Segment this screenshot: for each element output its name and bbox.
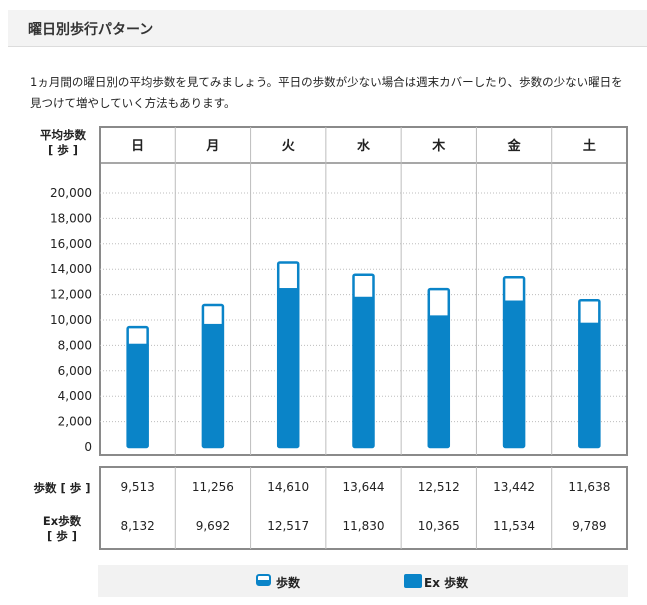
section-title: 曜日別歩行パターン bbox=[28, 22, 154, 38]
y-tick-label: 0 bbox=[84, 440, 92, 454]
section-header: 曜日別歩行パターン bbox=[8, 10, 647, 47]
y-tick-label: 8,000 bbox=[58, 338, 92, 352]
bar-ex-steps bbox=[126, 343, 149, 447]
y-tick-label: 2,000 bbox=[58, 415, 92, 429]
bar-ex-steps bbox=[201, 323, 224, 447]
ex-steps-row-label-line1: Ex歩数 bbox=[42, 514, 82, 528]
day-label: 月 bbox=[205, 139, 219, 154]
day-label: 日 bbox=[131, 139, 144, 154]
y-axis-unit-label: 平均歩数 [ 歩 ] bbox=[28, 128, 98, 158]
steps-cell: 12,512 bbox=[417, 480, 460, 494]
y-tick-label: 12,000 bbox=[50, 288, 92, 302]
ex-steps-row-label: Ex歩数 [ 歩 ] bbox=[28, 514, 96, 544]
bar-ex-steps bbox=[352, 296, 375, 447]
bar-ex-steps bbox=[503, 300, 526, 447]
legend-swatch-ex-steps bbox=[404, 574, 422, 588]
ex-steps-cell: 8,132 bbox=[120, 519, 155, 533]
legend-item-steps: 歩数 bbox=[256, 574, 300, 590]
y-tick-label: 20,000 bbox=[50, 186, 92, 200]
table-frame bbox=[99, 466, 628, 550]
ex-steps-row-label-line2: [ 歩 ] bbox=[46, 529, 78, 543]
y-tick-label: 10,000 bbox=[50, 313, 92, 327]
day-label: 土 bbox=[583, 138, 596, 154]
steps-cell: 11,638 bbox=[568, 480, 611, 494]
bar-ex-steps bbox=[427, 315, 450, 447]
steps-cell: 13,644 bbox=[342, 480, 385, 494]
ex-steps-cell: 9,692 bbox=[195, 519, 231, 533]
steps-cell: 13,442 bbox=[493, 480, 536, 494]
y-tick-label: 18,000 bbox=[50, 211, 92, 225]
bar-ex-steps bbox=[277, 288, 300, 447]
steps-cell: 9,513 bbox=[120, 480, 155, 494]
y-axis-unit-line2: [ 歩 ] bbox=[47, 143, 79, 157]
legend-label-ex-steps: Ex 歩数 bbox=[424, 575, 469, 590]
steps-cell: 14,610 bbox=[267, 480, 310, 494]
ex-steps-cell: 11,830 bbox=[342, 519, 385, 533]
ex-steps-cell: 11,534 bbox=[493, 519, 536, 533]
chart-legend: 歩数 Ex 歩数 bbox=[98, 565, 628, 597]
y-axis-unit-line1: 平均歩数 bbox=[40, 128, 86, 142]
y-tick-label: 14,000 bbox=[50, 262, 92, 276]
bar-ex-steps bbox=[578, 322, 601, 447]
steps-cell: 11,256 bbox=[191, 480, 234, 494]
legend-item-ex-steps: Ex 歩数 bbox=[404, 574, 468, 590]
day-label: 火 bbox=[282, 139, 296, 154]
ex-steps-cell: 12,517 bbox=[267, 519, 310, 533]
steps-row-label: 歩数 [ 歩 ] bbox=[33, 481, 91, 495]
day-label: 木 bbox=[431, 138, 446, 154]
description-text: 1ヵ月間の曜日別の平均歩数を見てみましょう。平日の歩数が少ない場合は週末カバーし… bbox=[30, 75, 623, 110]
legend-label-steps: 歩数 bbox=[276, 575, 301, 590]
ex-steps-cell: 10,365 bbox=[417, 519, 460, 533]
ex-steps-cell: 9,789 bbox=[572, 519, 607, 533]
y-tick-label: 4,000 bbox=[58, 389, 92, 403]
y-tick-label: 16,000 bbox=[50, 237, 92, 251]
legend-swatch-steps bbox=[256, 574, 271, 586]
day-label: 金 bbox=[507, 138, 522, 154]
y-tick-label: 6,000 bbox=[58, 364, 92, 378]
day-label: 水 bbox=[357, 138, 371, 154]
